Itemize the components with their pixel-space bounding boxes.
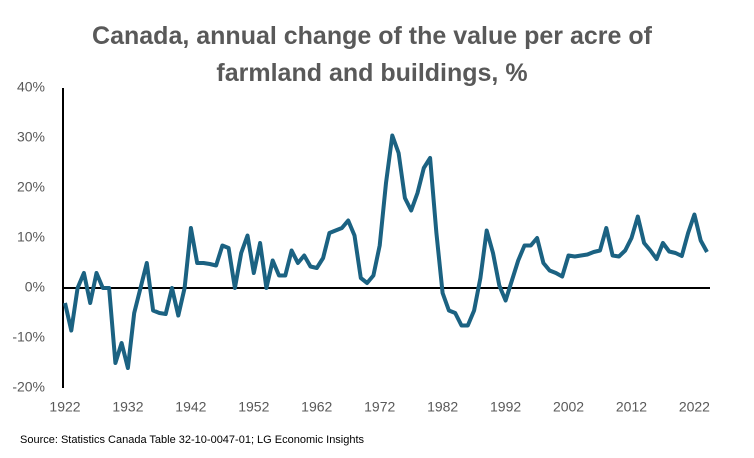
y-tick-label: 10% — [17, 229, 45, 245]
x-tick-label: 2002 — [553, 399, 584, 415]
y-tick-label: -10% — [12, 329, 45, 345]
x-tick-label: 1992 — [490, 399, 521, 415]
data-line — [63, 133, 709, 370]
y-tick-label: 0% — [25, 279, 45, 295]
x-tick-label: 1922 — [49, 399, 80, 415]
x-tick-label: 1952 — [238, 399, 269, 415]
x-tick-label: 1982 — [427, 399, 458, 415]
y-tick-label: 40% — [17, 79, 45, 95]
y-tick-label: 20% — [17, 179, 45, 195]
y-tick-label: 30% — [17, 129, 45, 145]
x-tick-label: 1942 — [175, 399, 206, 415]
source-note: Source: Statistics Canada Table 32-10-00… — [20, 434, 365, 446]
x-tick-label: 1932 — [112, 399, 143, 415]
x-tick-label: 1962 — [301, 399, 332, 415]
x-tick-label: 1972 — [364, 399, 395, 415]
x-tick-label: 2022 — [679, 399, 710, 415]
chart-title: Canada, annual change of the value per a… — [92, 22, 652, 87]
x-tick-label: 2012 — [616, 399, 647, 415]
y-tick-label: -20% — [12, 379, 45, 395]
